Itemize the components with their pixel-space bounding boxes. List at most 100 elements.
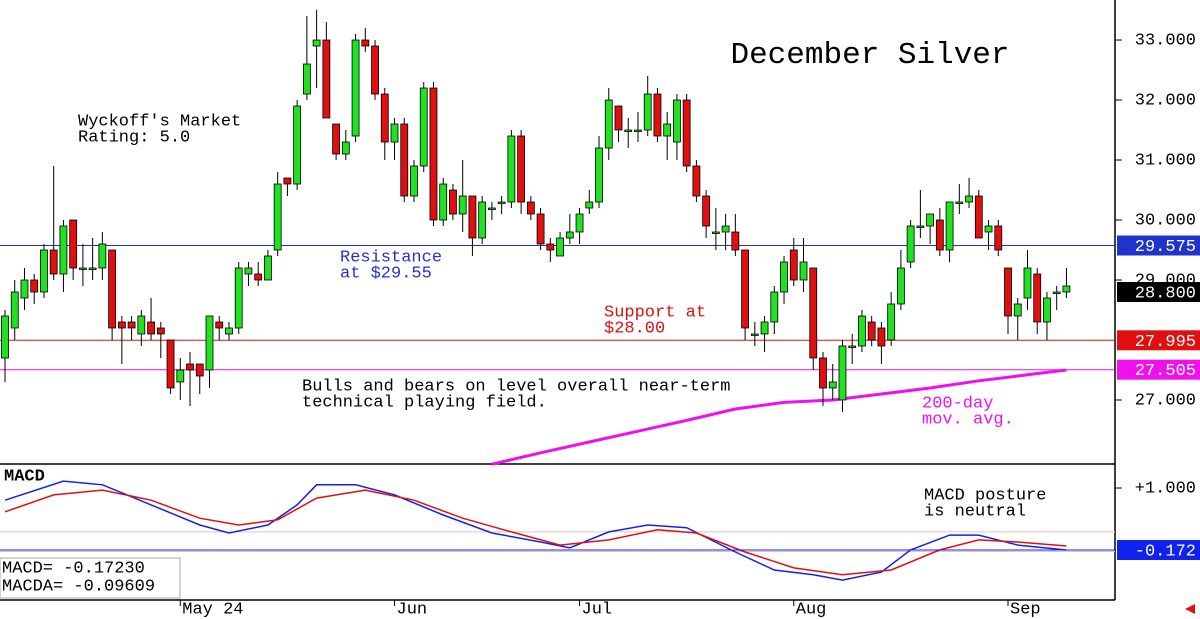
candle-body [49, 249, 58, 275]
annotation: at $29.55 [340, 264, 432, 283]
candle-body [887, 303, 896, 341]
candle-body [487, 207, 496, 210]
annotation: MACD posture [924, 486, 1046, 505]
candle-body [965, 195, 973, 203]
candle-body [478, 201, 487, 239]
candle-body [526, 201, 535, 215]
macd-line [4, 489, 1067, 576]
level-label: 27.505 [1135, 362, 1196, 381]
candle-body [127, 321, 136, 329]
candle-body [40, 249, 48, 293]
candle-body [1023, 267, 1032, 299]
candle-body [789, 249, 798, 281]
candle-body [828, 381, 837, 389]
macd-line [4, 480, 1067, 581]
candle-body [673, 99, 681, 143]
candle-body [994, 225, 1003, 251]
candle-body [108, 249, 117, 329]
candle-body [117, 321, 126, 329]
candle-body [156, 327, 165, 335]
candle-body [244, 267, 253, 275]
candle-body [945, 201, 954, 251]
candle-body [604, 99, 613, 149]
candle-body [507, 135, 516, 203]
candle-body [692, 165, 701, 197]
candle-body [234, 267, 243, 329]
candle-body [137, 315, 146, 335]
candle-body [906, 225, 915, 263]
annotation: 200-day [922, 394, 993, 413]
candle-body [497, 201, 506, 204]
candle-body [702, 195, 711, 227]
candle-body [916, 225, 925, 228]
annotation: is neutral [924, 502, 1026, 521]
candle-body [731, 231, 740, 251]
candle-body [643, 93, 652, 131]
candle-body [225, 327, 233, 335]
candle-body [264, 255, 272, 281]
candle-body [322, 39, 331, 119]
candle-body [449, 189, 457, 215]
macd-title: MACD [4, 467, 45, 486]
candle-body [351, 39, 360, 137]
candle-body [166, 339, 175, 389]
level-label: 27.995 [1135, 333, 1196, 352]
y-tick-label: +1.000 [1135, 479, 1196, 498]
candle-body [926, 213, 935, 227]
candle-body [186, 363, 194, 371]
level-box [1117, 235, 1200, 256]
candle-body [663, 123, 672, 137]
candle-body [848, 345, 857, 348]
scroll-arrow[interactable] [1185, 604, 1195, 614]
candle-body [429, 87, 438, 221]
candle-body [585, 201, 594, 209]
candle-body [653, 93, 662, 137]
candle-body [595, 147, 603, 203]
candle-body [88, 267, 97, 270]
annotation: Rating: 5.0 [78, 128, 190, 147]
candle-body [1013, 303, 1022, 317]
candle-body [458, 195, 467, 215]
moving-average [491, 368, 1067, 466]
candle-body [147, 321, 155, 335]
candle-body [1033, 273, 1042, 323]
x-tick-label: Jul [582, 600, 613, 619]
candle-body [546, 243, 555, 251]
candle-body [799, 261, 808, 281]
candle-body [536, 213, 545, 245]
readout: MACDA= -0.09609 [2, 577, 155, 596]
y-tick-label: 27.000 [1135, 391, 1196, 410]
candle-body [302, 63, 311, 95]
candle-body [283, 177, 292, 185]
candle-body [634, 129, 642, 132]
candle-body [176, 369, 185, 383]
candle-body [741, 249, 749, 329]
candle-body [858, 315, 866, 347]
candle-body [98, 243, 107, 269]
candle-body [819, 357, 827, 389]
candle-body [955, 201, 964, 204]
readout: MACD= -0.17230 [2, 559, 145, 578]
candle-body [332, 123, 340, 155]
candle-body [419, 87, 428, 167]
candle-body [215, 321, 224, 329]
annotation: Support at [604, 303, 706, 322]
annotation: Wyckoff's Market [78, 112, 241, 131]
annotation: Bulls and bears on level overall near-te… [302, 377, 730, 396]
level-label: 28.800 [1135, 284, 1196, 303]
level-label: 29.575 [1135, 238, 1196, 257]
candle-body [711, 231, 720, 234]
candle-body [896, 267, 905, 305]
candle-body [361, 39, 370, 47]
x-tick-label: May 24 [182, 600, 243, 619]
candle-body [760, 321, 769, 335]
candle-body [750, 333, 759, 336]
level-box [1117, 330, 1200, 351]
candle-body [1004, 267, 1012, 317]
candle-body [1, 315, 9, 359]
candle-body [935, 219, 944, 251]
chart-title: December Silver [730, 38, 1009, 73]
candle-body [390, 123, 399, 143]
candle-body [59, 225, 68, 275]
